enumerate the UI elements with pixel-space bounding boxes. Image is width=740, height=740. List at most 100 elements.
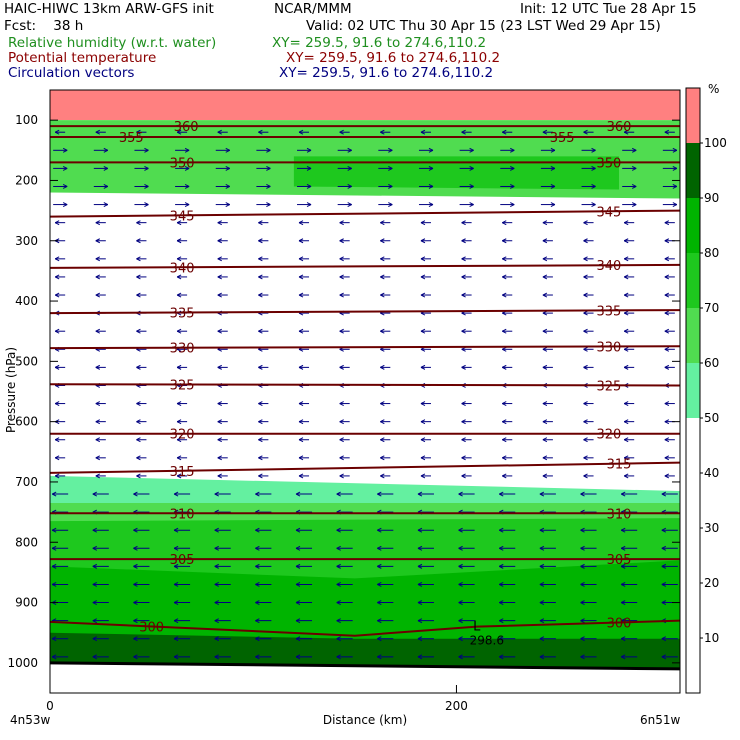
vector-arrow [298,256,310,262]
vector-arrow [377,600,394,605]
vector-arrow [298,129,310,135]
vector-arrow [664,256,675,262]
isentrope-335 [50,309,680,315]
isentrope-label: 320 [596,428,621,443]
vector-arrow [461,274,472,280]
vector-arrow [255,600,272,605]
vector-arrow [295,600,313,605]
vector-arrow [623,455,635,461]
y-tick-label: 900 [15,596,38,610]
vector-arrow [339,328,350,334]
vector-arrow [95,256,106,262]
vector-arrow [500,147,515,153]
rh-region-70-2 [293,156,620,190]
vector-arrow [336,654,353,660]
vector-arrow [417,636,434,642]
vector-arrow [298,220,310,226]
vector-arrow [499,491,516,497]
rh-shading [50,90,680,693]
isentrope-label: 315 [607,458,632,473]
vector-arrow [54,473,66,479]
vector-arrow [461,473,472,479]
vector-arrow [298,238,310,244]
vector-arrow [623,274,635,280]
colorbar-frame [685,87,701,694]
vector-arrow [339,473,350,479]
vector-arrow [540,184,556,189]
vector-arrow [93,147,109,153]
isentrope-label: 340 [596,259,621,274]
vector-arrow [420,401,431,407]
vector-arrow [176,238,188,244]
vector-arrow [622,202,637,208]
vector-arrow [136,256,147,262]
vector-arrow [255,527,272,533]
vector-arrow [214,545,231,551]
vector-arrow [461,129,472,135]
vector-arrow [662,202,678,208]
y-tick-label: 500 [15,354,38,368]
vector-arrow [461,419,472,425]
vector-arrow [295,545,313,551]
isentrope-label: 300 [607,616,632,631]
vector-arrow [215,202,230,208]
vector-arrow [256,147,271,153]
vector-arrow [459,184,474,189]
vector-arrow [581,147,596,153]
vector-arrow [214,582,231,587]
vector-arrow [380,238,391,244]
vector-arrow [664,364,675,370]
vector-arrow [133,545,150,551]
vector-arrow [295,636,313,642]
vector-arrow [217,274,228,280]
vector-arrow [54,328,66,334]
y-tick-label: 300 [15,234,38,248]
vector-arrow [662,165,678,171]
vector-arrow [542,364,553,370]
colorbar-band [686,143,700,198]
vector-arrow [378,147,393,153]
vector-arrow [380,292,391,298]
vector-arrow [215,165,230,171]
vector-arrow [377,618,394,624]
vector-arrow [214,491,231,497]
vector-arrow [461,220,472,226]
vector-arrow [499,654,516,660]
vector-arrow [53,147,68,153]
vector-arrow [255,491,272,497]
vector-arrow [173,618,191,624]
y-tick-label: 400 [15,294,38,308]
vector-arrow [620,563,638,569]
vector-arrow [92,563,109,569]
y-tick-label: 100 [15,113,38,127]
vector-arrow [502,455,513,461]
vector-arrow [176,455,188,461]
vector-arrow [623,473,635,479]
vector-arrow [461,437,472,443]
vector-arrow [417,600,434,605]
vector-arrow [136,220,147,226]
vector-arrow [133,582,150,587]
vector-arrow [417,654,434,660]
vector-arrow [337,147,352,153]
vector-arrow [378,202,393,208]
vector-arrow [420,256,431,262]
vector-arrow [54,401,66,407]
vector-arrow [420,473,431,479]
vector-arrow [295,527,313,533]
vector-arrow [581,202,596,208]
isentrope-315 [50,461,680,474]
vector-arrow [255,545,272,551]
colorbar-band [686,253,700,308]
isentrope-label: 330 [170,342,195,357]
vector-arrow [580,636,597,642]
vector-arrow [499,545,516,551]
vector-arrow [95,292,106,298]
vector-arrow [499,618,516,624]
vector-arrow [298,274,310,280]
vector-arrow [623,310,635,316]
vector-arrow [337,165,352,171]
vector-arrow [583,328,594,334]
vector-arrow [418,184,434,189]
plot-frame [49,89,681,694]
